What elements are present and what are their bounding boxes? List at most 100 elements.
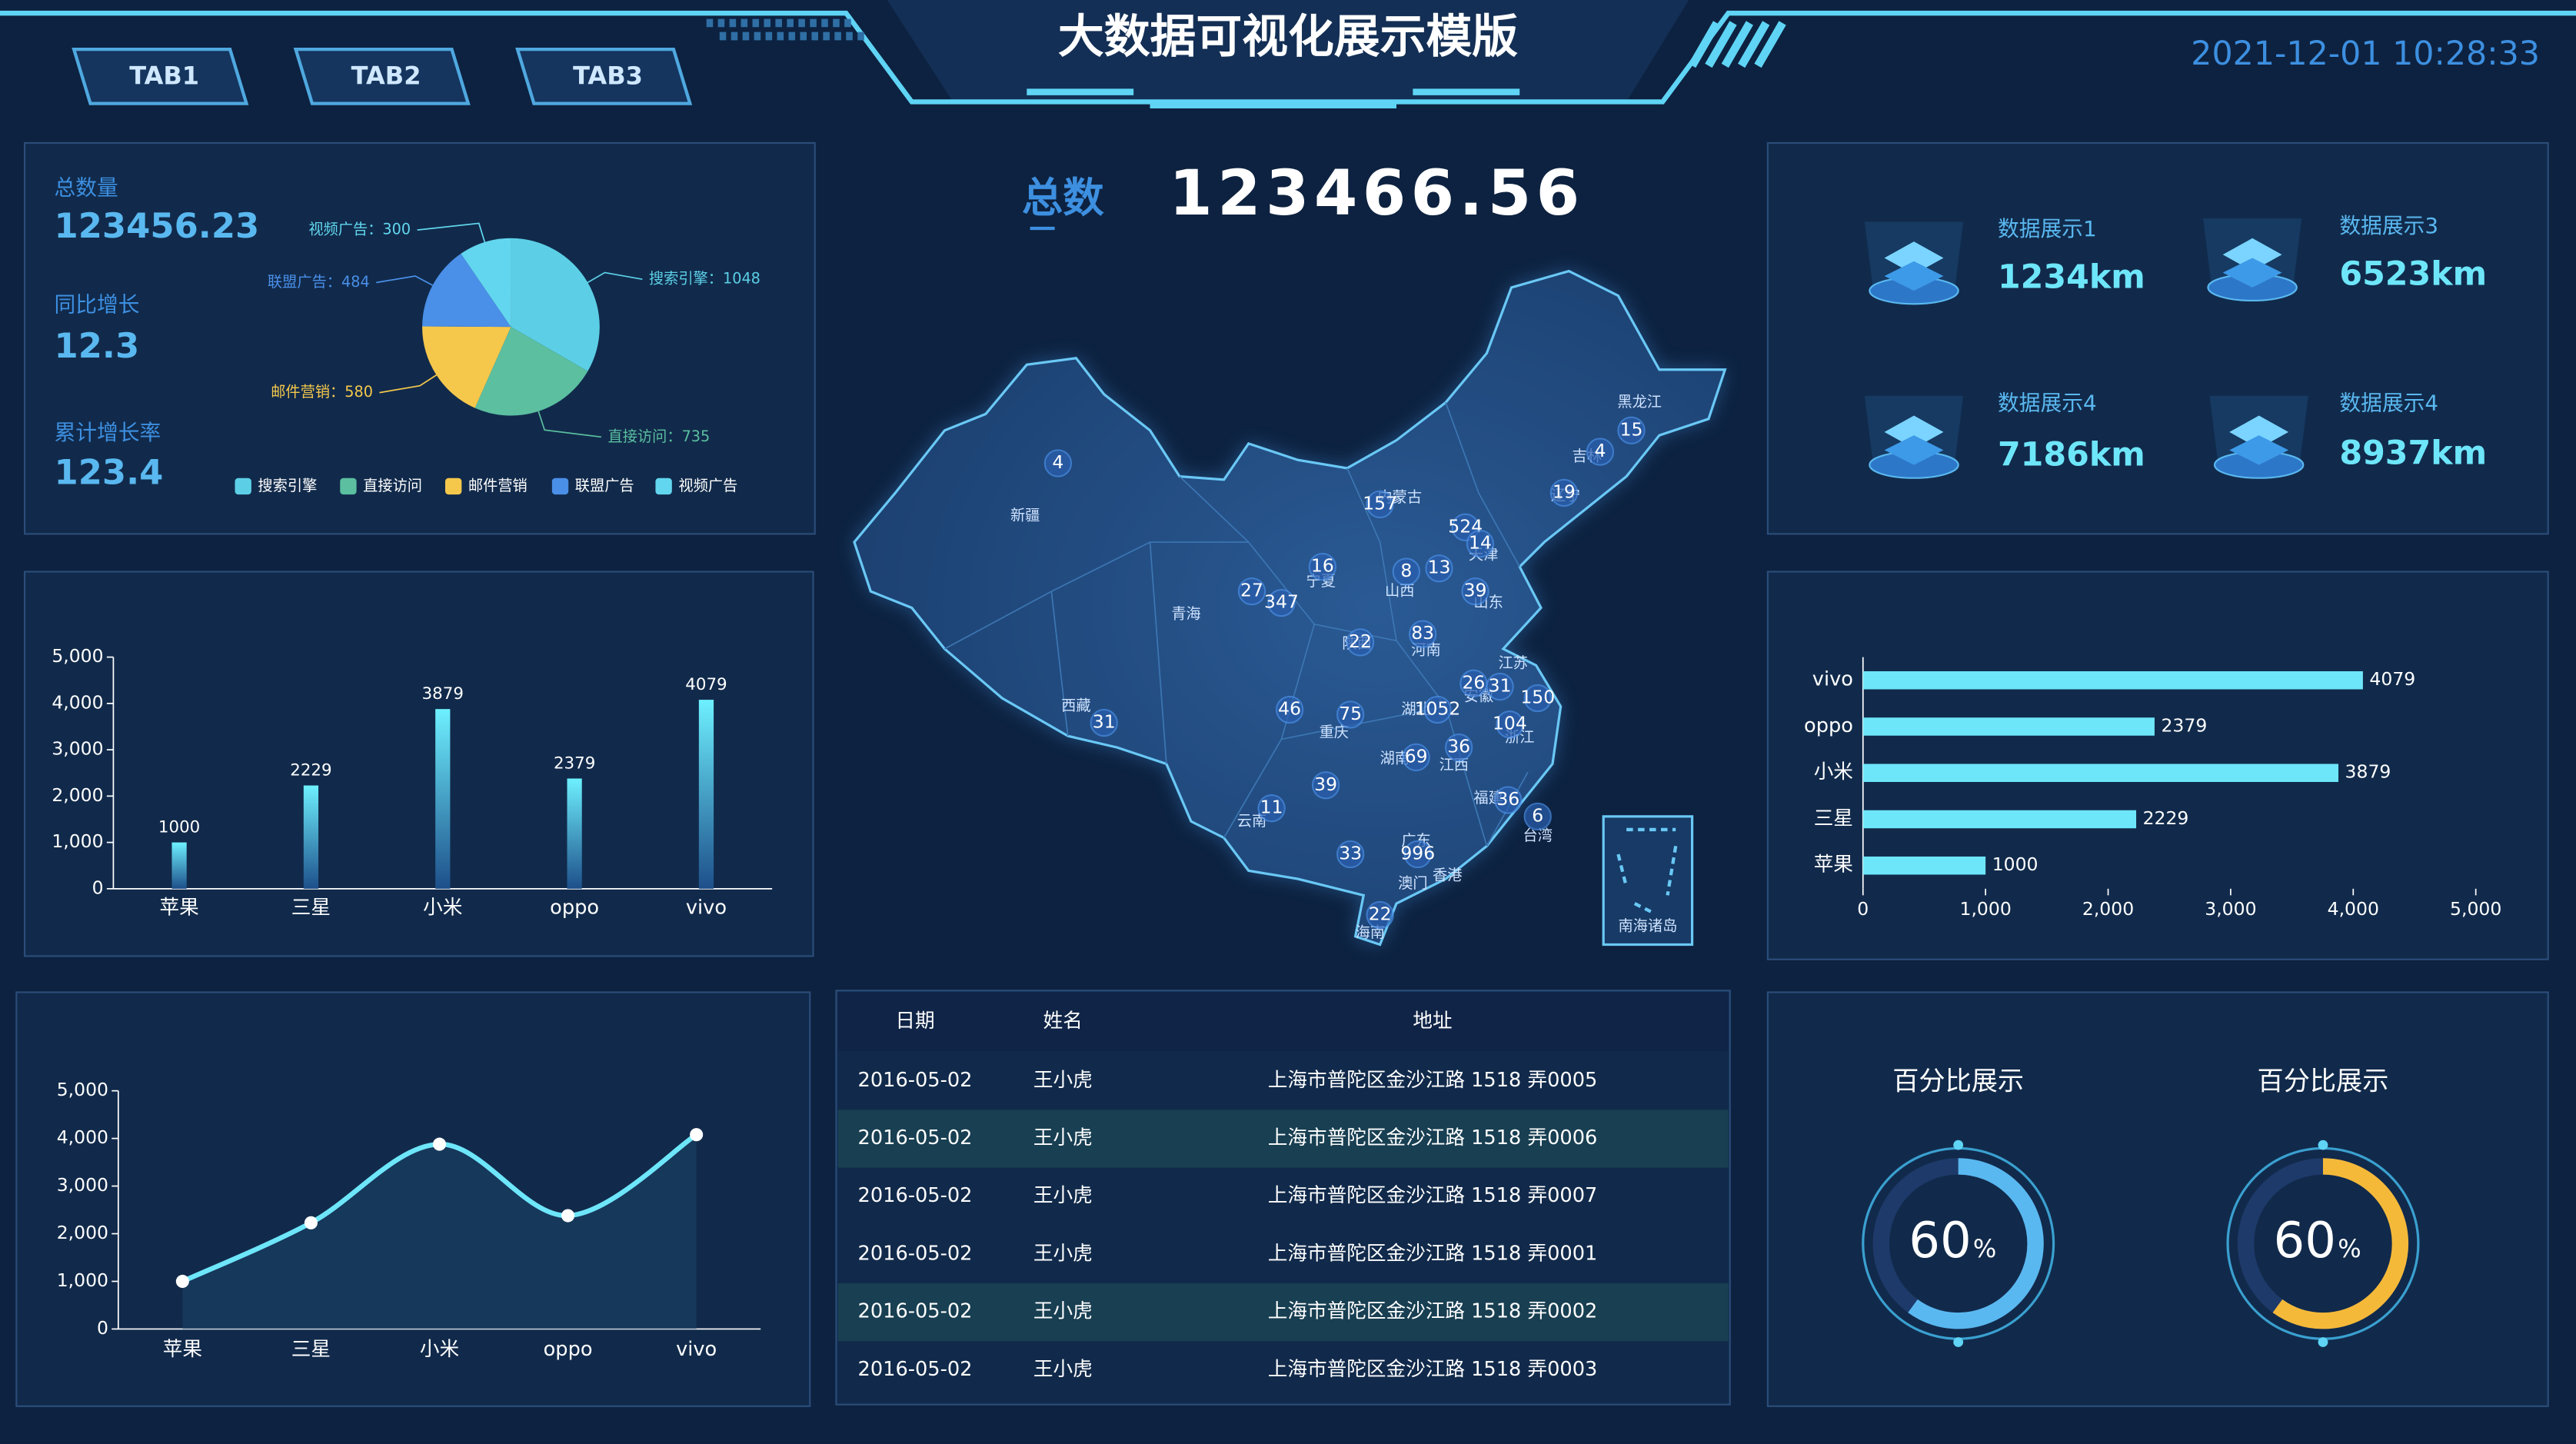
- map-marker: [1403, 840, 1432, 869]
- summary-value: 12.3: [55, 325, 140, 366]
- summary-label: 总数量: [55, 175, 118, 201]
- y-tick-label: oppo: [1804, 714, 1853, 737]
- gauge-dot: [2318, 1337, 2328, 1347]
- tab-label[interactable]: TAB3: [573, 61, 643, 90]
- card-label: 数据展示1: [1998, 216, 2097, 241]
- pie-slice: [422, 253, 511, 328]
- legend-swatch: [444, 477, 462, 495]
- bar: [1862, 856, 1986, 875]
- gauge-unit: %: [1973, 1234, 1996, 1263]
- panel: [1766, 991, 2549, 1407]
- y-tick-label: 0: [92, 877, 104, 898]
- table-cell: 王小虎: [1033, 1126, 1093, 1150]
- gauge-title: 百分比展示: [1892, 1066, 2024, 1096]
- y-tick-label: 3,000: [57, 1174, 108, 1196]
- map-value: 19: [1553, 481, 1576, 502]
- x-tick-label: 苹果: [159, 896, 198, 919]
- tab[interactable]: [293, 47, 471, 105]
- table-cell: 上海市普陀区金沙江路 1518 弄0007: [1268, 1184, 1598, 1207]
- gauge-dot: [2318, 1140, 2328, 1150]
- map-value: 83: [1411, 622, 1434, 644]
- x-tick-label: vivo: [676, 1338, 717, 1361]
- header-accent: [1027, 88, 1520, 109]
- x-tick-label: 0: [1857, 898, 1869, 920]
- leader-line: [417, 222, 486, 243]
- inset-label: 南海诸岛: [1618, 917, 1677, 934]
- gauge-value: 60: [1909, 1213, 1972, 1269]
- tab[interactable]: [515, 47, 693, 105]
- x-tick-label: 4,000: [2328, 898, 2379, 920]
- map-marker: [1257, 794, 1286, 823]
- bar: [1862, 810, 2137, 829]
- province-label: 湖北: [1401, 700, 1430, 717]
- card-label: 数据展示4: [1998, 391, 2097, 416]
- line-area: [182, 1134, 697, 1329]
- map-marker: [1425, 554, 1453, 583]
- y-tick-label: 4,000: [52, 691, 103, 713]
- y-tick-label: 2,000: [52, 784, 103, 806]
- x-tick-label: 5,000: [2450, 898, 2501, 920]
- legend-swatch: [235, 477, 251, 495]
- map-value: 1052: [1415, 697, 1461, 719]
- table-header: [837, 992, 1729, 1052]
- y-tick-label: vivo: [1812, 668, 1853, 691]
- page-title: 大数据可视化展示模版: [1058, 10, 1518, 64]
- bar: [171, 842, 187, 889]
- map-value: 39: [1314, 774, 1337, 795]
- gauge-arc: [1872, 1158, 2044, 1329]
- bar-value: 2379: [554, 754, 595, 773]
- map-value: 4: [1052, 451, 1063, 473]
- map-marker: [1466, 530, 1495, 558]
- legend-label: 搜索引擎: [258, 477, 317, 494]
- line-point: [690, 1128, 704, 1142]
- gauge-arc: [2237, 1158, 2409, 1329]
- map-value: 36: [1447, 736, 1470, 757]
- table-cell: 王小虎: [1033, 1242, 1093, 1265]
- x-tick-label: oppo: [544, 1338, 593, 1361]
- map-value: 31: [1093, 711, 1116, 733]
- map-value: 14: [1469, 532, 1492, 554]
- table-cell: 2016-05-02: [858, 1358, 973, 1381]
- table-row-bg: [837, 1283, 1729, 1342]
- map-value: 33: [1339, 842, 1362, 863]
- summary-value: 123.4: [55, 451, 164, 492]
- x-tick-label: 3,000: [2205, 898, 2256, 920]
- province-label: 重庆: [1320, 723, 1349, 740]
- table-row-bg: [837, 1110, 1729, 1168]
- map-value: 31: [1489, 675, 1512, 697]
- map-marker: [1494, 786, 1523, 814]
- map-value: 4: [1594, 440, 1606, 461]
- map-value: 36: [1496, 788, 1519, 810]
- line-point: [561, 1209, 575, 1223]
- table-cell: 2016-05-02: [858, 1184, 973, 1207]
- map-value: 75: [1339, 703, 1362, 724]
- bar: [567, 778, 582, 889]
- bar-value: 1000: [158, 817, 200, 837]
- y-tick-label: 1,000: [52, 830, 103, 852]
- tab-label[interactable]: TAB1: [129, 61, 199, 90]
- table-cell: 上海市普陀区金沙江路 1518 弄0005: [1268, 1069, 1598, 1092]
- line-point: [175, 1274, 189, 1289]
- gauge-value: 60: [2274, 1213, 2337, 1269]
- legend-swatch: [655, 477, 672, 495]
- y-tick-label: 苹果: [1814, 853, 1853, 877]
- map-marker: [1617, 416, 1646, 444]
- x-tick-label: 2,000: [2082, 898, 2134, 920]
- tab-label[interactable]: TAB2: [351, 61, 421, 90]
- line-point: [304, 1216, 318, 1229]
- table-cell: 上海市普陀区金沙江路 1518 弄0006: [1268, 1126, 1598, 1150]
- province-label: 黑龙江: [1617, 393, 1662, 411]
- table-column: 日期: [895, 1010, 934, 1033]
- y-tick-label: 0: [97, 1317, 108, 1339]
- card-icon: [2222, 238, 2282, 271]
- province-label: 新疆: [1010, 506, 1040, 524]
- bar: [435, 709, 451, 889]
- tab[interactable]: [72, 47, 249, 105]
- map-marker: [1523, 684, 1552, 713]
- summary-label: 同比增长: [55, 291, 140, 317]
- map-marker: [1409, 620, 1437, 648]
- header-stripes: [706, 18, 864, 41]
- table-column: 姓名: [1043, 1010, 1083, 1033]
